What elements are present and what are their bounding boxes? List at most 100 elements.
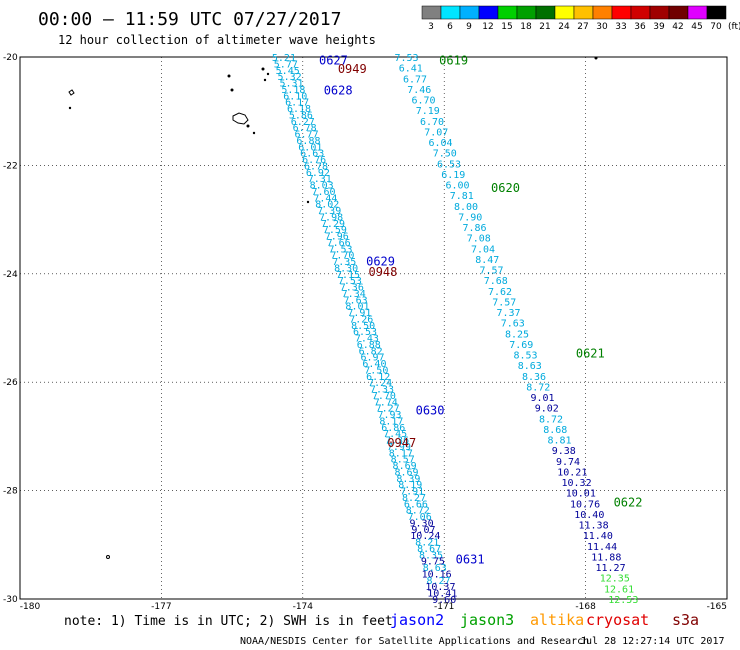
swh-value: 8.36 [522,372,546,383]
scale-swatch [554,5,575,20]
swh-value: 6.41 [399,64,423,75]
footnote: note: 1) Time is in UTC; 2) SWH is in fe… [64,614,393,629]
island [106,555,110,559]
swh-value: 7.24 [368,378,392,389]
scale-swatch [706,5,727,20]
swh-value: 7.60 [311,187,335,198]
swh-value: 7.50 [364,365,388,376]
scale-label: 33 [615,22,626,32]
swh-value: 7.46 [407,85,431,96]
longitude-tick-labels: -180 -177 -174 -171 -168 -165 [20,602,727,612]
swh-value: 6.97 [361,353,385,364]
credit-line: NOAA/NESDIS Center for Satellite Applica… [240,636,589,647]
island [68,89,75,96]
swh-value: 7.93 [377,410,401,421]
swh-value: 12.53 [608,595,638,606]
swh-value: 10.41 [427,589,457,600]
pass-time: 0630 [416,403,445,417]
island [594,56,598,60]
swh-value: 10.01 [566,489,596,500]
swh-value: 7.36 [385,436,409,447]
scale-swatch [573,5,594,20]
scale-swatch [440,5,461,20]
pass-time: 0620 [491,181,520,195]
swh-value: 8.72 [539,414,563,425]
track-jason3: 7.536.416.777.466.707.196.707.076.047.50… [394,53,638,606]
swh-value: 6.88 [357,340,381,351]
chart-subtitle: 12 hour collection of altimeter wave hei… [58,33,376,47]
scale-swatch [687,5,708,20]
swh-value: 8.72 [406,506,430,517]
island [230,88,234,92]
swh-value: 7.26 [349,314,373,325]
scale-swatch [592,5,613,20]
legend-s3a: s3a [672,611,699,629]
swh-value: 6.88 [296,136,320,147]
swh-value: 11.27 [595,563,625,574]
swh-value: 7.59 [323,225,347,236]
swh-value: 10.37 [425,582,455,593]
island [266,72,270,76]
swh-value: 6.18 [287,104,311,115]
swh-value: 8.50 [351,321,375,332]
lon-tick-label: -168 [575,602,596,612]
swh-value: 8.63 [423,563,447,574]
swh-value: 6.66 [404,499,428,510]
swh-value: 6.86 [381,423,405,434]
swh-value: 6.78 [293,123,317,134]
swh-value: 6.70 [420,117,444,128]
scale-label: 6 [447,22,453,32]
islands [68,56,598,559]
lat-tick-label: -28 [3,487,18,497]
swh-value: 7.81 [450,191,474,202]
pass-time: 0628 [324,84,353,98]
swh-value: 6.40 [362,359,386,370]
swh-value: 8.69 [393,461,417,472]
island [68,106,72,110]
swh-value: 5.45 [276,66,300,77]
lat-tick-label: -20 [3,53,18,63]
swh-value: 7.43 [355,334,379,345]
swh-value: 8.53 [513,351,537,362]
swh-value: 10.21 [557,467,587,478]
swh-value: 5.77 [274,59,298,70]
swh-value: 7.91 [347,308,371,319]
swh-value: 7.07 [424,127,448,138]
scale-label: 27 [577,22,588,32]
swh-value: 7.70 [330,251,354,262]
swh-value: 7.04 [471,244,495,255]
swh-value: 7.90 [458,212,482,223]
latitude-tick-labels: -20 -22 -24 -26 -28 -30 [3,53,18,605]
scale-label: 3 [428,22,434,32]
pass-time: 0949 [338,62,367,76]
swh-value: 12.61 [604,584,634,595]
island [227,74,231,78]
swh-value: 7.33 [370,385,394,396]
swh-value: 7.96 [325,232,349,243]
swh-value: 7.53 [338,276,362,287]
pass-time: 0948 [368,265,397,279]
pass-time: 0629 [366,254,395,268]
island [263,78,267,82]
pass-time: 0621 [576,346,605,360]
swh-value: 7.68 [484,276,508,287]
legend-altika: altika [530,611,584,629]
swh-value: 8.21 [415,538,439,549]
altimeter-tracks: 5.215.775.455.325.315.186.106.176.185.86… [272,53,638,606]
swh-value: 7.37 [496,308,520,319]
swh-value: 7.15 [336,270,360,281]
swh-value: 8.00 [454,202,478,213]
island [261,67,265,71]
swh-value: 8.03 [310,181,334,192]
lon-tick-label: -165 [707,602,727,612]
swh-value: 8.19 [398,480,422,491]
swh-value: 9.02 [535,404,559,415]
swh-value: 7.86 [462,223,486,234]
swh-value: 7.70 [372,391,396,402]
scale-swatch [535,5,556,20]
plot-area: 5.215.775.455.325.315.186.106.176.185.86… [19,53,728,606]
swh-value: 8.25 [505,329,529,340]
satellite-legend: jason2 jason3 altika cryosat s3a [390,611,699,629]
swh-value: 5.32 [278,72,302,83]
